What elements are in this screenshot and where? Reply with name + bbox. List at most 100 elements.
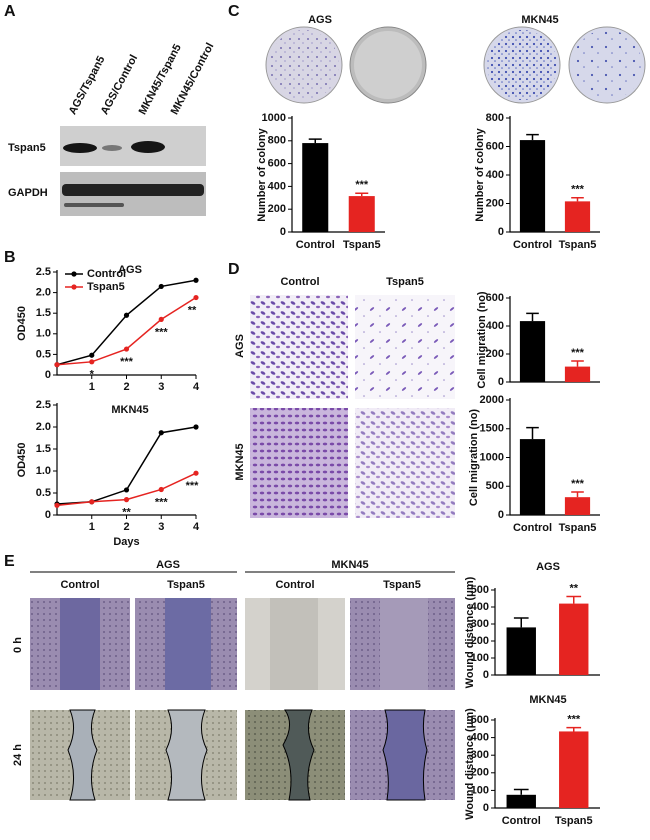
y-tick-label: 1000 bbox=[480, 451, 504, 463]
wound-gap bbox=[270, 598, 318, 690]
marker bbox=[89, 499, 95, 505]
y-tick-label: 1000 bbox=[262, 112, 286, 124]
y-tick-label: 0 bbox=[498, 226, 504, 238]
marker bbox=[193, 294, 199, 301]
western-blot: AGS/Tspan5 AGS/Control MKN45/Tspan5 MKN4… bbox=[8, 41, 217, 216]
group-label: AGS bbox=[156, 559, 180, 571]
migration-images: Control Tspan5 AGS MKN45 bbox=[234, 276, 455, 518]
error-bar bbox=[571, 360, 584, 367]
y-tick-label: 800 bbox=[486, 112, 504, 124]
marker bbox=[123, 487, 130, 493]
line bbox=[56, 296, 197, 366]
blot-band bbox=[62, 184, 204, 196]
x-tick-label: 3 bbox=[158, 521, 164, 533]
wound-images: AGS MKN45 Control Tspan5 Control Tspan5 … bbox=[12, 559, 455, 801]
blot-band bbox=[64, 203, 124, 207]
blot-row-label: Tspan5 bbox=[8, 142, 46, 154]
y-axis-label: OD450 bbox=[16, 443, 28, 478]
bar bbox=[519, 321, 546, 382]
marker bbox=[54, 362, 60, 368]
y-tick-label: 2.5 bbox=[36, 399, 51, 411]
marker bbox=[123, 346, 130, 352]
y-tick-label: 0.5 bbox=[36, 348, 51, 360]
bar bbox=[302, 143, 329, 232]
y-tick-label: 2.5 bbox=[36, 266, 51, 278]
legend-label: Tspan5 bbox=[87, 281, 125, 293]
y-tick-label: 0 bbox=[45, 369, 51, 381]
marker bbox=[123, 312, 130, 318]
y-axis-label: Cell migration (no) bbox=[476, 291, 488, 389]
row-label: MKN45 bbox=[234, 443, 246, 480]
column-label: Tspan5 bbox=[383, 579, 421, 591]
y-tick-label: 400 bbox=[486, 169, 504, 181]
y-tick-label: 1.5 bbox=[36, 307, 51, 319]
y-tick-label: 400 bbox=[486, 320, 504, 332]
plate bbox=[487, 30, 557, 100]
error-bar bbox=[526, 426, 539, 440]
y-tick-label: 2.0 bbox=[36, 421, 51, 433]
y-tick-label: 400 bbox=[471, 601, 489, 613]
column-label: Control bbox=[275, 579, 314, 591]
y-tick-label: 500 bbox=[471, 584, 489, 596]
row-label: 24 h bbox=[12, 744, 24, 766]
wound-gap bbox=[165, 598, 211, 690]
y-tick-label: 500 bbox=[471, 714, 489, 726]
bar bbox=[506, 627, 536, 675]
plate bbox=[354, 31, 422, 99]
marker bbox=[158, 316, 164, 322]
y-axis-label: OD450 bbox=[16, 306, 28, 341]
wound-gap bbox=[67, 709, 98, 801]
y-tick-label: 0 bbox=[483, 802, 489, 814]
y-tick-label: 200 bbox=[471, 767, 489, 779]
x-tick-label: 4 bbox=[193, 381, 200, 393]
wound-gap bbox=[282, 709, 315, 801]
error-bar bbox=[526, 312, 539, 322]
chart-title: AGS bbox=[118, 264, 142, 276]
bar bbox=[519, 439, 546, 515]
bar bbox=[506, 794, 536, 808]
chart-title: MKN45 bbox=[529, 694, 566, 706]
y-tick-label: 0 bbox=[280, 226, 286, 238]
x-tick-label: Tspan5 bbox=[559, 239, 597, 251]
y-axis-label: Wound distance (μm) bbox=[464, 708, 476, 820]
bar bbox=[564, 497, 591, 515]
y-axis-label: Wound distance (μm) bbox=[464, 576, 476, 688]
chart-title: AGS bbox=[308, 14, 332, 26]
legend-marker bbox=[71, 271, 77, 277]
bar bbox=[559, 731, 589, 808]
y-tick-label: 200 bbox=[268, 203, 286, 215]
y-tick-label: 600 bbox=[486, 140, 504, 152]
marker bbox=[89, 352, 95, 358]
x-tick-label: 1 bbox=[89, 521, 95, 533]
x-tick-label: Control bbox=[296, 239, 335, 251]
panel-labels: A B C D E bbox=[4, 3, 240, 570]
significance: *** bbox=[571, 478, 585, 490]
wound-gap bbox=[382, 709, 428, 801]
x-tick-label: Control bbox=[502, 815, 541, 827]
x-tick-label: 4 bbox=[193, 521, 200, 533]
plate bbox=[572, 30, 642, 100]
significance: *** bbox=[355, 179, 369, 191]
significance: ** bbox=[188, 304, 197, 316]
significance: * bbox=[90, 369, 95, 381]
panel-label: B bbox=[4, 249, 16, 266]
y-tick-label: 1500 bbox=[480, 423, 504, 435]
micrograph bbox=[250, 295, 348, 399]
x-tick-label: Control bbox=[513, 522, 552, 534]
error-bar bbox=[566, 595, 582, 604]
y-tick-label: 600 bbox=[268, 158, 286, 170]
y-tick-label: 0 bbox=[483, 669, 489, 681]
significance: ** bbox=[122, 507, 131, 519]
x-tick-label: Tspan5 bbox=[555, 815, 593, 827]
marker bbox=[193, 424, 199, 430]
y-tick-label: 0 bbox=[498, 509, 504, 521]
x-tick-label: Control bbox=[513, 239, 552, 251]
marker bbox=[89, 359, 95, 365]
y-tick-label: 200 bbox=[486, 197, 504, 209]
bar bbox=[564, 366, 591, 382]
wound-gap bbox=[60, 598, 100, 690]
chart-title: MKN45 bbox=[521, 14, 558, 26]
blot-band bbox=[131, 141, 165, 153]
y-tick-label: 2.0 bbox=[36, 287, 51, 299]
